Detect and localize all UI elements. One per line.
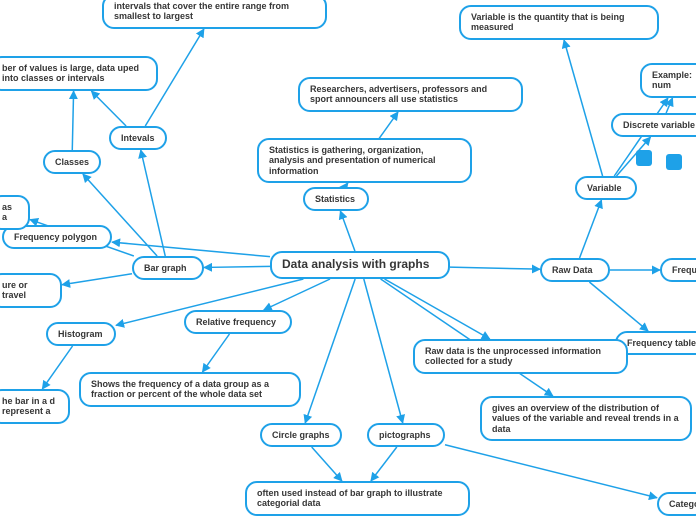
edge-histogram-note_bar [42, 346, 72, 389]
node-label: Raw data is the unprocessed information … [425, 346, 601, 366]
node-label: as a [2, 202, 12, 222]
node-circle[interactable]: Circle graphs [260, 423, 342, 447]
node-label: Researchers, advertisers, professors and… [310, 84, 487, 104]
node-label: Classes [55, 157, 89, 167]
node-label: gives an overview of the distribution of… [492, 403, 679, 434]
node-label: Data analysis with graphs [282, 257, 429, 271]
node-label: Statistics [315, 194, 355, 204]
edge-center-rawdata [450, 267, 540, 269]
node-label: Catego [669, 499, 696, 509]
node-label: Frequency table [627, 338, 696, 348]
node-travel[interactable]: ure or travel [0, 273, 62, 308]
mindmap-canvas: Data analysis with graphs Raw Data Variabl… [0, 0, 696, 520]
node-label: pictographs [379, 430, 431, 440]
edge-bargraph-intervals [141, 150, 165, 256]
node-label: ber of values is large, data uped into c… [2, 63, 139, 83]
edge-picto-catego [445, 445, 657, 498]
node-label: he bar in a d represent a [2, 396, 55, 416]
edge-relfreq-note_frac [202, 334, 229, 372]
node-label: Frequency polygon [14, 232, 97, 242]
edge-center-bargraph [204, 266, 270, 267]
node-note_bar[interactable]: he bar in a d represent a [0, 389, 70, 424]
node-label: Statistics is gathering, organization, a… [269, 145, 436, 176]
node-note_varq[interactable]: Variable is the quantity that is being m… [459, 5, 659, 40]
node-discrete[interactable]: Discrete variable [611, 113, 696, 137]
node-label: Intevals [121, 133, 155, 143]
node-label: often used instead of bar graph to illus… [257, 488, 443, 508]
edge-classes-note_large [72, 91, 73, 150]
edge-picto-note_circle [371, 447, 397, 481]
node-note_stats[interactable]: Statistics is gathering, organization, a… [257, 138, 472, 183]
edge-rawdata-ftable [589, 282, 648, 331]
edge-center-note_over [381, 279, 553, 396]
node-label: Circle graphs [272, 430, 330, 440]
node-note_intervals[interactable]: intervals that cover the entire range fr… [102, 0, 327, 29]
edge-circle-note_circle [312, 447, 342, 481]
edge-center-circle [305, 279, 355, 423]
node-label: Bar graph [144, 263, 187, 273]
node-label: Variable is the quantity that is being m… [471, 12, 625, 32]
edge-center-freqpoly [112, 242, 270, 257]
node-label: Raw Data [552, 265, 593, 275]
node-label: Histogram [58, 329, 103, 339]
node-label: Variable [587, 183, 622, 193]
node-note_circle[interactable]: often used instead of bar graph to illus… [245, 481, 470, 516]
edge-variable-note_varq [564, 40, 603, 176]
node-note_large[interactable]: ber of values is large, data uped into c… [0, 56, 158, 91]
node-bargraph[interactable]: Bar graph [132, 256, 204, 280]
connector-stub-1 [666, 154, 682, 170]
edge-center-statistics [340, 211, 355, 251]
node-label: Discrete variable [623, 120, 695, 130]
node-label: Relative frequency [196, 317, 276, 327]
node-freq[interactable]: Freque [660, 258, 696, 282]
node-label: intervals that cover the entire range fr… [114, 1, 289, 21]
edge-bargraph-travel [62, 274, 132, 285]
node-relfreq[interactable]: Relative frequency [184, 310, 292, 334]
node-variable[interactable]: Variable [575, 176, 637, 200]
node-note_over[interactable]: gives an overview of the distribution of… [480, 396, 692, 441]
edge-intervals-note_large [91, 91, 126, 126]
edge-center-picto [364, 279, 403, 423]
node-rawdata[interactable]: Raw Data [540, 258, 610, 282]
node-statistics[interactable]: Statistics [303, 187, 369, 211]
node-label: Example: num [652, 70, 692, 90]
edge-rawdata-variable [580, 200, 602, 258]
node-asa[interactable]: as a [0, 195, 30, 230]
node-label: ure or travel [2, 280, 28, 300]
edge-center-relfreq [264, 279, 330, 310]
edge-center-note_raw [385, 279, 490, 339]
node-note_raw[interactable]: Raw data is the unprocessed information … [413, 339, 628, 374]
node-intervals[interactable]: Intevals [109, 126, 167, 150]
node-note_frac[interactable]: Shows the frequency of a data group as a… [79, 372, 301, 407]
node-picto[interactable]: pictographs [367, 423, 445, 447]
connector-stub-0 [636, 150, 652, 166]
node-catego[interactable]: Catego [657, 492, 696, 516]
node-example[interactable]: Example: num [640, 63, 696, 98]
node-histogram[interactable]: Histogram [46, 322, 116, 346]
node-note_users[interactable]: Researchers, advertisers, professors and… [298, 77, 523, 112]
node-classes[interactable]: Classes [43, 150, 101, 174]
node-center[interactable]: Data analysis with graphs [270, 251, 450, 279]
node-label: Freque [672, 265, 696, 275]
node-label: Shows the frequency of a data group as a… [91, 379, 269, 399]
